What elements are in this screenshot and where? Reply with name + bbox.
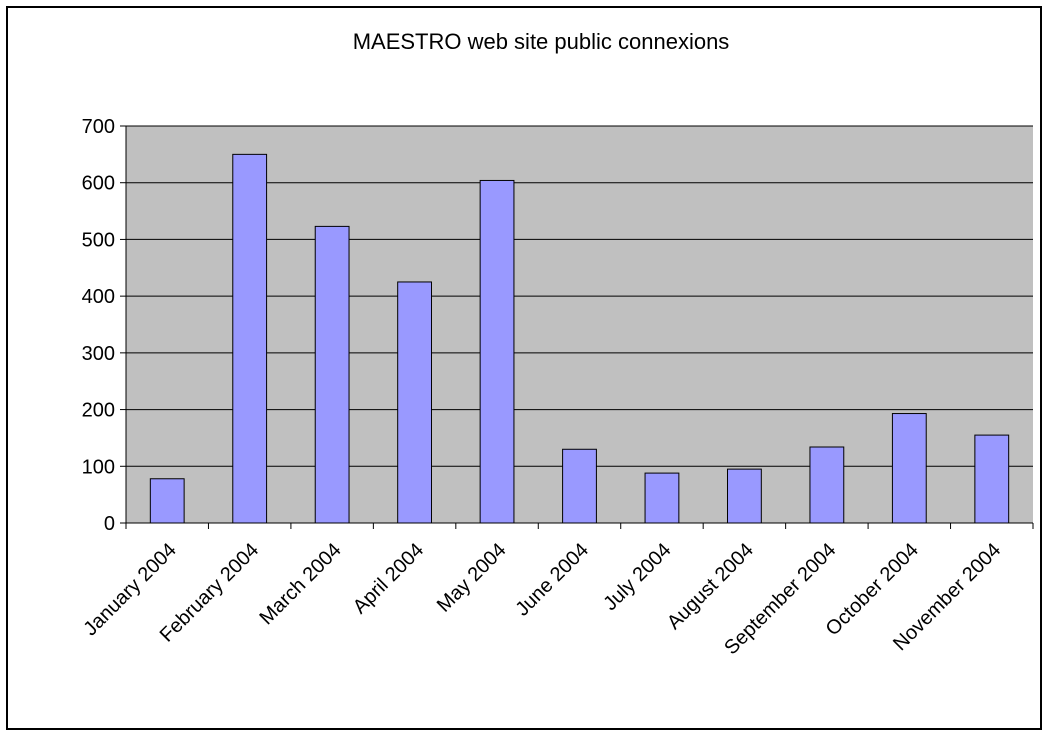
x-tick-label: March 2004: [255, 539, 345, 629]
bar-june-2004: [562, 448, 597, 524]
bar-august-2004: [727, 468, 762, 524]
x-tick-label: May 2004: [433, 539, 511, 617]
bar-april-2004: [397, 281, 432, 524]
x-tick-label: June 2004: [511, 539, 593, 621]
y-tick-label: 600: [82, 173, 115, 195]
x-tick-label: July 2004: [599, 539, 675, 615]
bar-march-2004: [314, 225, 350, 524]
y-tick-label: 0: [104, 513, 115, 535]
bar-february-2004: [232, 153, 268, 524]
bar-september-2004: [809, 446, 845, 524]
bar-january-2004: [149, 478, 185, 524]
bar-october-2004: [891, 413, 927, 524]
bar-may-2004: [479, 179, 515, 524]
bar-november-2004: [974, 434, 1010, 524]
chart-title: MAESTRO web site public connexions: [353, 29, 730, 54]
y-tick-label: 400: [82, 286, 115, 308]
y-tick-label: 200: [82, 400, 115, 422]
y-tick-label: 100: [82, 456, 115, 478]
y-tick-label: 700: [82, 116, 115, 138]
bar-july-2004: [644, 472, 680, 524]
x-tick-label: April 2004: [349, 539, 428, 618]
y-tick-label: 500: [82, 229, 115, 251]
y-tick-label: 300: [82, 343, 115, 365]
